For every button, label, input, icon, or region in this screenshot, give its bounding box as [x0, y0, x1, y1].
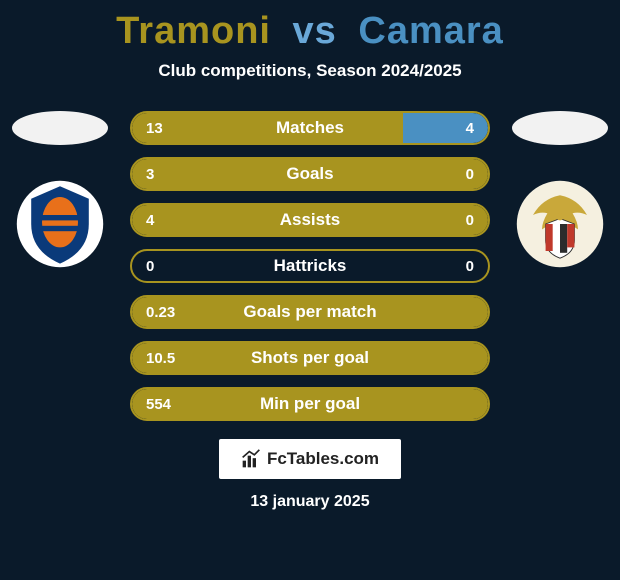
footer: FcTables.com 13 january 2025 — [0, 439, 620, 511]
footer-date: 13 january 2025 — [250, 493, 369, 511]
stat-label: Matches — [132, 118, 488, 138]
stat-label: Min per goal — [132, 394, 488, 414]
subtitle: Club competitions, Season 2024/2025 — [0, 61, 620, 81]
player2-photo-placeholder — [512, 111, 608, 145]
stat-label: Hattricks — [132, 256, 488, 276]
stat-bar: 554Min per goal — [130, 387, 490, 421]
fctables-watermark: FcTables.com — [219, 439, 401, 479]
stat-label: Goals per match — [132, 302, 488, 322]
fctables-label: FcTables.com — [267, 449, 379, 469]
player1-name: Tramoni — [116, 10, 271, 52]
player1-club-badge — [15, 179, 105, 269]
stat-label: Goals — [132, 164, 488, 184]
stat-bar: 30Goals — [130, 157, 490, 191]
bars-icon — [241, 449, 261, 469]
player1-column — [10, 111, 110, 269]
player1-photo-placeholder — [12, 111, 108, 145]
stat-bar: 0.23Goals per match — [130, 295, 490, 329]
player2-column — [510, 111, 610, 269]
stat-label: Assists — [132, 210, 488, 230]
vs-text: vs — [293, 10, 337, 52]
main-area: 134Matches 30Goals 40Assists 00Hattricks 0.2… — [0, 111, 620, 421]
stat-bar: 40Assists — [130, 203, 490, 237]
stats-column: 134Matches 30Goals 40Assists 00Hattricks 0.2… — [130, 111, 490, 421]
stat-bar: 00Hattricks — [130, 249, 490, 283]
comparison-title: Tramoni vs Camara — [0, 10, 620, 53]
player2-club-badge — [515, 179, 605, 269]
stat-bar: 10.5Shots per goal — [130, 341, 490, 375]
stat-bar: 134Matches — [130, 111, 490, 145]
stat-label: Shots per goal — [132, 348, 488, 368]
player2-name: Camara — [358, 10, 503, 52]
